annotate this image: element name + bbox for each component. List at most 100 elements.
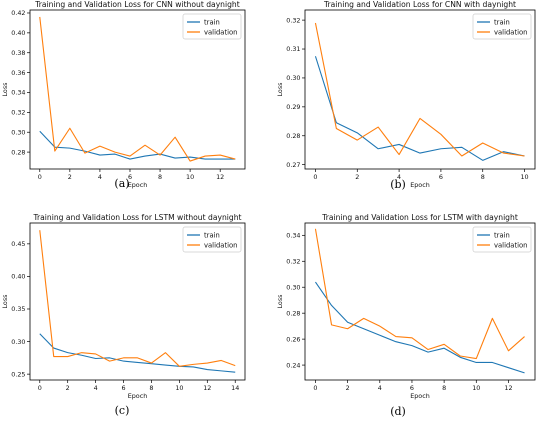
x-tick-label: 6 (128, 173, 132, 181)
x-tick-label: 2 (355, 173, 359, 181)
x-tick-label: 6 (121, 384, 125, 392)
x-tick-label: 0 (313, 384, 317, 392)
legend: train validation (472, 13, 532, 40)
y-axis-label: Loss (1, 294, 9, 309)
legend-label-validation: validation (494, 241, 527, 249)
series-line-train (314, 56, 525, 161)
legend-box (472, 13, 532, 40)
x-tick-label: 6 (410, 384, 414, 392)
legend-box (182, 13, 242, 40)
y-tick-label: 0.32 (286, 16, 300, 24)
y-tick-label: 0.28 (286, 309, 300, 317)
x-axis-label: Epoch (128, 181, 148, 189)
legend-box (472, 226, 532, 253)
chart-title: Training and Validation Loss for CNN wit… (323, 0, 516, 9)
chart-title: Training and Validation Loss for CNN wit… (34, 0, 239, 9)
y-tick-label: 0.30 (11, 128, 25, 136)
y-tick-label: 0.35 (11, 305, 25, 313)
y-axis-label: Loss (276, 294, 284, 309)
x-axis-label: Epoch (410, 181, 430, 189)
x-tick-label: 2 (68, 173, 72, 181)
chart-title: Training and Validation Loss for LSTM wi… (32, 213, 241, 222)
x-tick-label: 8 (481, 173, 485, 181)
chart-panel-2: Training and Validation Loss for CNN wit… (276, 0, 536, 191)
legend-label-validation: validation (204, 241, 237, 249)
x-tick-label: 12 (216, 173, 224, 181)
y-tick-label: 0.40 (11, 29, 25, 37)
legend-label-train: train (204, 18, 220, 26)
legend: train validation (182, 13, 242, 40)
x-tick-label: 0 (38, 384, 42, 392)
chart-panel-3: Training and Validation Loss for LSTM wi… (1, 213, 246, 417)
x-tick-label: 0 (38, 173, 42, 181)
panel-caption: (b) (390, 178, 406, 191)
panel-caption: (d) (390, 405, 406, 418)
y-tick-label: 0.26 (286, 335, 300, 343)
y-tick-label: 0.28 (11, 148, 25, 156)
legend-label-validation: validation (494, 28, 527, 36)
x-tick-label: 0 (313, 173, 317, 181)
y-tick-label: 0.30 (286, 74, 300, 82)
y-axis-label: Loss (276, 82, 284, 97)
legend-box (182, 226, 242, 253)
x-tick-label: 6 (439, 173, 443, 181)
plot-frame (304, 222, 536, 381)
legend: train validation (182, 226, 242, 253)
y-tick-label: 0.40 (11, 273, 25, 281)
y-tick-label: 0.24 (286, 361, 300, 369)
x-tick-label: 4 (397, 173, 401, 181)
series-line-validation (39, 230, 236, 367)
plot-frame (304, 9, 536, 170)
y-tick-label: 0.34 (11, 89, 25, 97)
x-tick-label: 12 (504, 384, 512, 392)
legend-label-validation: validation (204, 28, 237, 36)
panel-caption: (c) (115, 404, 130, 417)
x-tick-label: 4 (98, 173, 102, 181)
x-axis-label: Epoch (128, 392, 148, 400)
legend-label-train: train (494, 231, 510, 239)
x-tick-label: 2 (66, 384, 70, 392)
y-tick-label: 0.30 (286, 283, 300, 291)
chart-panel-4: Training and Validation Loss for LSTM wi… (276, 213, 536, 418)
x-tick-label: 8 (149, 384, 153, 392)
y-axis-label: Loss (1, 82, 9, 97)
x-tick-label: 10 (520, 173, 528, 181)
y-tick-label: 0.31 (286, 45, 300, 53)
x-tick-label: 12 (203, 384, 211, 392)
y-tick-label: 0.32 (286, 257, 300, 265)
y-tick-label: 0.28 (286, 132, 300, 140)
chart-panel-1: Training and Validation Loss for CNN wit… (1, 0, 246, 190)
y-tick-label: 0.30 (11, 338, 25, 346)
x-tick-label: 2 (346, 384, 350, 392)
x-tick-label: 4 (94, 384, 98, 392)
series-line-validation (39, 16, 236, 162)
y-tick-label: 0.34 (286, 232, 300, 240)
legend-label-train: train (494, 18, 510, 26)
plot-frame (29, 222, 246, 381)
legend-label-train: train (204, 231, 220, 239)
y-tick-label: 0.32 (11, 109, 25, 117)
series-line-train (39, 333, 236, 373)
y-tick-label: 0.42 (11, 9, 25, 17)
x-tick-label: 8 (158, 173, 162, 181)
series-line-validation (314, 22, 525, 157)
series-line-train (314, 281, 525, 374)
x-tick-label: 14 (231, 384, 239, 392)
chart-title: Training and Validation Loss for LSTM wi… (321, 213, 518, 222)
x-tick-label: 10 (186, 173, 194, 181)
y-tick-label: 0.45 (11, 240, 25, 248)
y-tick-label: 0.27 (286, 161, 300, 169)
series-line-train (39, 130, 236, 160)
y-tick-label: 0.38 (11, 49, 25, 57)
y-tick-label: 0.36 (11, 69, 25, 77)
y-tick-label: 0.29 (286, 103, 300, 111)
legend: train validation (472, 226, 532, 253)
x-axis-label: Epoch (410, 392, 430, 400)
x-tick-label: 10 (472, 384, 480, 392)
x-tick-label: 8 (442, 384, 446, 392)
x-tick-label: 10 (175, 384, 183, 392)
panel-caption: (a) (114, 177, 129, 190)
x-tick-label: 4 (378, 384, 382, 392)
y-tick-label: 0.25 (11, 370, 25, 378)
